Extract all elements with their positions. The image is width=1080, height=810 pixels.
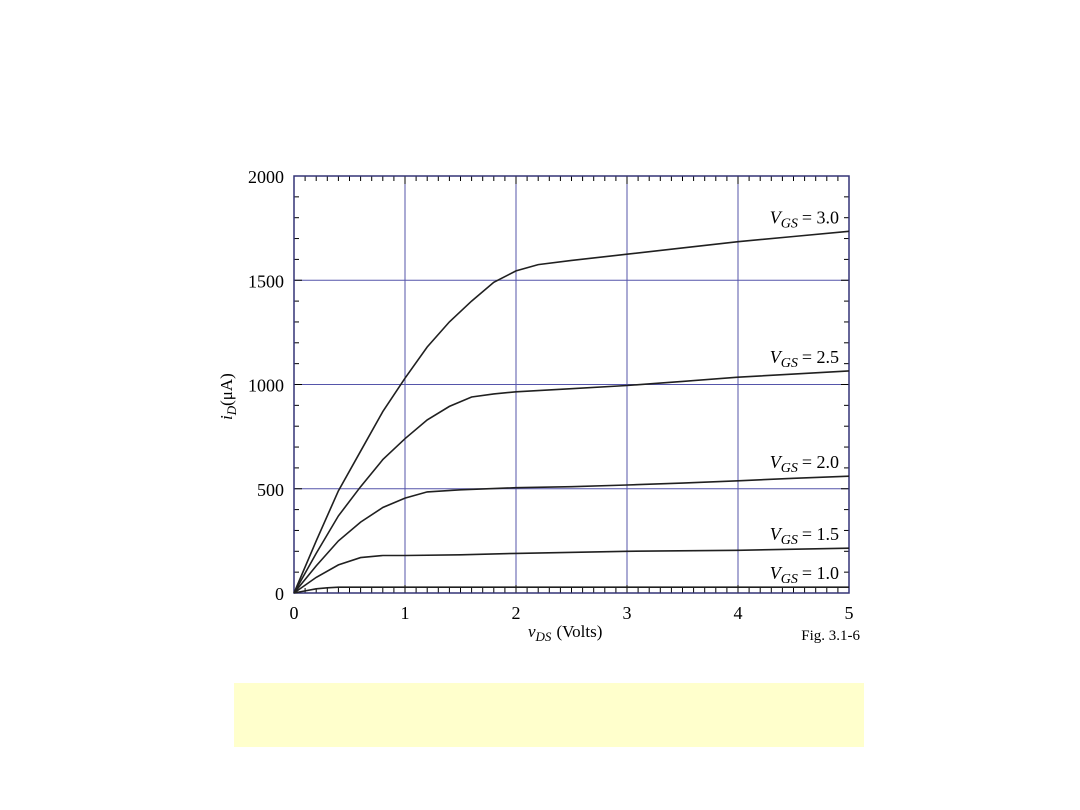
x-tick-label-5: 5 (845, 603, 854, 623)
series-label-3: VGS = 1.5 (770, 524, 839, 548)
series-label-2: VGS = 2.0 (770, 452, 839, 476)
tick-labels: 0 1 2 3 4 5 0 500 1000 1500 2000 (248, 167, 854, 623)
series-line-vgs-2 (293, 475, 850, 594)
series-label-4: VGS = 1.0 (770, 563, 839, 587)
series-line-vgs-4 (293, 586, 849, 594)
note-box (234, 683, 864, 747)
series-line-vgs-3 (293, 547, 850, 594)
figure-caption: Fig. 3.1-6 (801, 628, 860, 644)
y-tick-label-1: 500 (257, 480, 284, 500)
y-tick-label-3: 1500 (248, 271, 284, 291)
grid (294, 176, 849, 593)
series-line-vgs-0 (293, 230, 850, 594)
x-axis-label: vDS (Volts) (528, 622, 602, 644)
x-tick-label-2: 2 (512, 603, 521, 623)
x-tick-label-1: 1 (401, 603, 410, 623)
plot-frame (293, 175, 850, 594)
x-tick-label-4: 4 (734, 603, 743, 623)
curves (293, 230, 850, 594)
series-line-vgs-1 (293, 370, 850, 594)
series-labels: VGS = 3.0 VGS = 2.5 VGS = 2.0 VGS = 1.5 VGS = 1.0 (770, 207, 839, 587)
series-label-0: VGS = 3.0 (770, 207, 839, 231)
x-tick-label-3: 3 (623, 603, 632, 623)
minor-ticks (294, 176, 849, 593)
y-tick-label-2: 1000 (248, 376, 284, 396)
y-tick-label-0: 0 (275, 584, 284, 604)
series-label-1: VGS = 2.5 (770, 347, 839, 371)
x-tick-label-0: 0 (290, 603, 299, 623)
chart-area: 0 1 2 3 4 5 0 500 1000 1500 2000 VGS = 3.0 VGS = 2.5 V… (217, 167, 860, 644)
y-tick-label-4: 2000 (248, 167, 284, 187)
y-axis-label: iD(μA) (217, 373, 239, 420)
